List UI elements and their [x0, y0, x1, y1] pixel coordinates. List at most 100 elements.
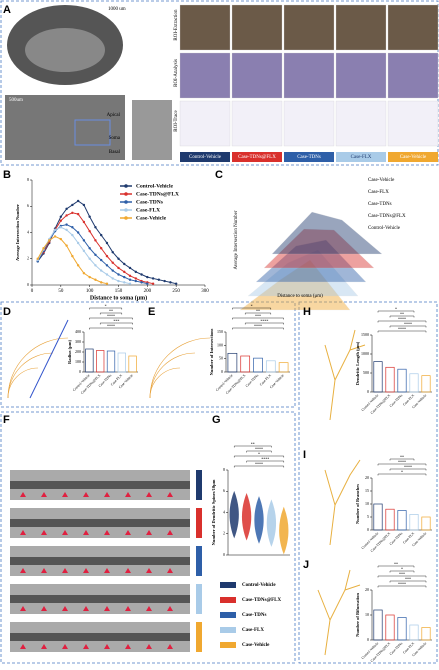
y-tick-label: 0	[221, 369, 223, 374]
legend-label: Case-Vehicle	[136, 215, 167, 221]
sig-label: ****	[255, 447, 263, 452]
group-bar	[196, 470, 202, 500]
legend-label: Case-FLX	[242, 628, 264, 633]
sig-bracket	[389, 325, 427, 328]
y-tick-label: 8	[223, 467, 225, 472]
ridge-label: Control-Vehicle	[368, 226, 401, 231]
sig-bracket	[89, 307, 122, 310]
sig-bracket	[234, 465, 284, 468]
sig-label: ****	[398, 317, 406, 322]
y-tick-label: 6	[27, 203, 29, 208]
bar	[409, 514, 419, 531]
arrowhead	[125, 606, 131, 611]
series-line	[37, 200, 177, 285]
x-tick-label: Case-TDNs	[389, 393, 404, 408]
group-swatch	[180, 152, 230, 162]
arrowhead	[104, 568, 110, 573]
sig-label: ****	[255, 462, 263, 467]
sig-bracket	[246, 450, 272, 453]
bar	[117, 352, 126, 373]
group-bar	[196, 584, 202, 614]
sig-label: ***	[399, 572, 405, 577]
scale-label: 500um	[9, 98, 23, 103]
arrowhead	[62, 492, 68, 497]
brain-image	[25, 28, 105, 72]
y-tick-label: 0	[367, 637, 369, 642]
y-tick-label: 20	[365, 475, 369, 480]
y-tick-label: 5	[367, 514, 369, 519]
sig-label: ***	[113, 319, 119, 324]
sig-bracket	[377, 330, 427, 333]
arrowhead	[104, 530, 110, 535]
group-swatch	[232, 152, 282, 162]
y-tick-label: 50	[219, 356, 223, 361]
sig-label: ****	[254, 324, 262, 329]
panel-c: Control-Vehicle Case-TDNs@FLX Case-TDNs Cas…	[234, 178, 406, 311]
sig-label: ****	[107, 314, 115, 319]
roi-image	[335, 4, 387, 51]
group-label: Case-Vehicle	[400, 155, 427, 160]
arrowhead	[146, 606, 152, 611]
arrowhead	[167, 644, 173, 649]
legend-label: Case-TDNs	[136, 199, 163, 205]
arrowhead	[41, 606, 47, 611]
arrowhead	[83, 568, 89, 573]
sig-bracket	[377, 575, 427, 578]
group-swatch	[284, 152, 334, 162]
y-tick-label: 10	[365, 501, 369, 506]
legend-label: Case-TDNs@FLX	[136, 191, 179, 197]
arrowhead	[146, 530, 152, 535]
legend-label: Case-TDNs	[242, 613, 266, 618]
sig-bracket	[389, 570, 415, 573]
bar	[373, 361, 383, 393]
roi-image	[179, 4, 231, 51]
sig-bracket	[377, 565, 415, 568]
sig-label: **	[256, 309, 260, 314]
roi-image	[231, 4, 283, 51]
sig-bracket	[389, 458, 415, 461]
sig-label: *	[258, 452, 260, 457]
sig-bracket	[232, 327, 284, 330]
legend-label: Case-Vehicle	[242, 643, 270, 648]
row-label: ROI-Trace	[174, 109, 179, 131]
sig-label: ****	[404, 322, 412, 327]
y-tick-label: 2	[223, 531, 225, 536]
violin	[229, 490, 239, 539]
arrowhead	[20, 568, 26, 573]
bar	[85, 348, 94, 373]
neuron-trace	[317, 329, 366, 656]
sig-bracket	[389, 315, 415, 318]
scale-label: 1000 um	[108, 7, 126, 12]
sholl-rings	[7, 337, 211, 399]
y-tick-label: 1000	[361, 351, 369, 356]
arrowhead	[83, 644, 89, 649]
arrowhead	[20, 606, 26, 611]
sig-label: **	[400, 455, 404, 460]
ridge-label: Case-TDNs	[368, 202, 392, 207]
bar	[265, 360, 276, 373]
sig-label: ****	[398, 460, 406, 465]
series-line	[37, 235, 108, 285]
legend-marker	[124, 200, 128, 204]
ridge-label: Case-TDNs@FLX	[368, 214, 406, 219]
arrowhead	[167, 530, 173, 535]
sig-label: *	[105, 304, 107, 309]
arrowhead	[62, 644, 68, 649]
arrowhead	[125, 568, 131, 573]
roi-image	[387, 100, 439, 147]
bar	[421, 375, 431, 393]
arrowhead	[146, 644, 152, 649]
roi-image	[231, 52, 283, 99]
group-bar	[196, 546, 202, 576]
x-tick-label: 300	[201, 289, 209, 294]
legend-marker	[124, 216, 128, 220]
bar	[397, 617, 407, 641]
dendrite	[10, 481, 190, 489]
sig-bracket	[377, 320, 427, 323]
group-label: Case-FLX	[351, 155, 372, 160]
violin	[279, 506, 289, 555]
y-tick-label: 100	[217, 342, 223, 347]
panel-letter: E	[148, 306, 155, 318]
legend-label: Control-Vehicle	[136, 183, 174, 189]
arrowhead	[104, 644, 110, 649]
